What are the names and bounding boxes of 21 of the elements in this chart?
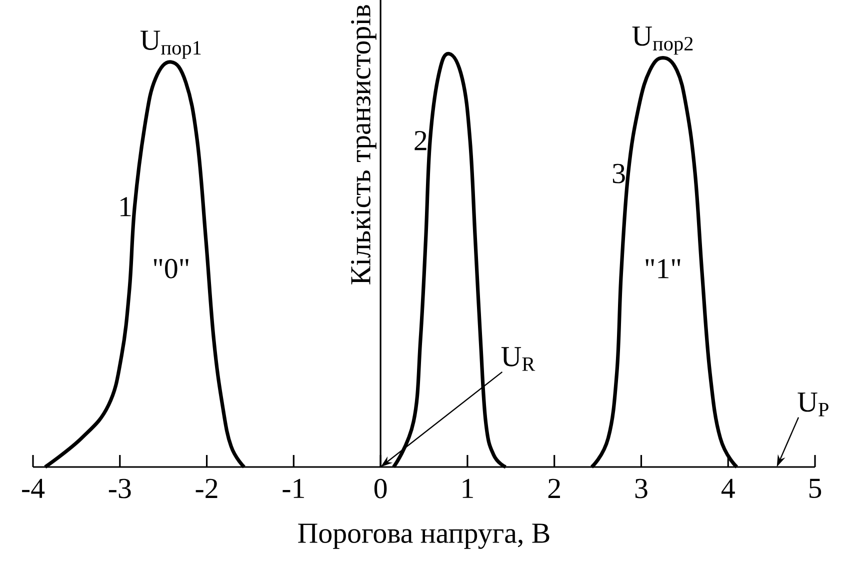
series-label: 2 xyxy=(414,130,426,150)
x-tick-label: 3 xyxy=(635,478,648,498)
series-label: 1 xyxy=(120,197,131,216)
y-axis-title: Кількість транзисторів xyxy=(351,5,376,284)
x-tick-label: -2 xyxy=(196,478,218,498)
series-label: 3 xyxy=(612,164,625,184)
annotation: "0" xyxy=(154,258,188,278)
annotation: U$_{P}$ xyxy=(798,392,828,416)
x-tick-label: 1 xyxy=(462,478,473,498)
x-tick-label: -1 xyxy=(282,478,304,498)
annotation: "1" xyxy=(646,259,680,278)
x-tick-label: 0 xyxy=(374,478,387,498)
annotation: U$_{пор2}$ xyxy=(632,26,693,55)
x-tick-label: 2 xyxy=(548,478,560,498)
annotation: U$_{R}$ xyxy=(501,347,536,371)
x-tick-label: 4 xyxy=(721,478,735,498)
x-tick-label: -4 xyxy=(22,478,45,498)
x-tick-label: 5 xyxy=(809,478,822,498)
x-axis-title: Порогова напруга, В xyxy=(298,524,550,549)
annotation: U$_{пор1}$ xyxy=(140,30,201,59)
x-tick-label: -3 xyxy=(108,478,131,498)
